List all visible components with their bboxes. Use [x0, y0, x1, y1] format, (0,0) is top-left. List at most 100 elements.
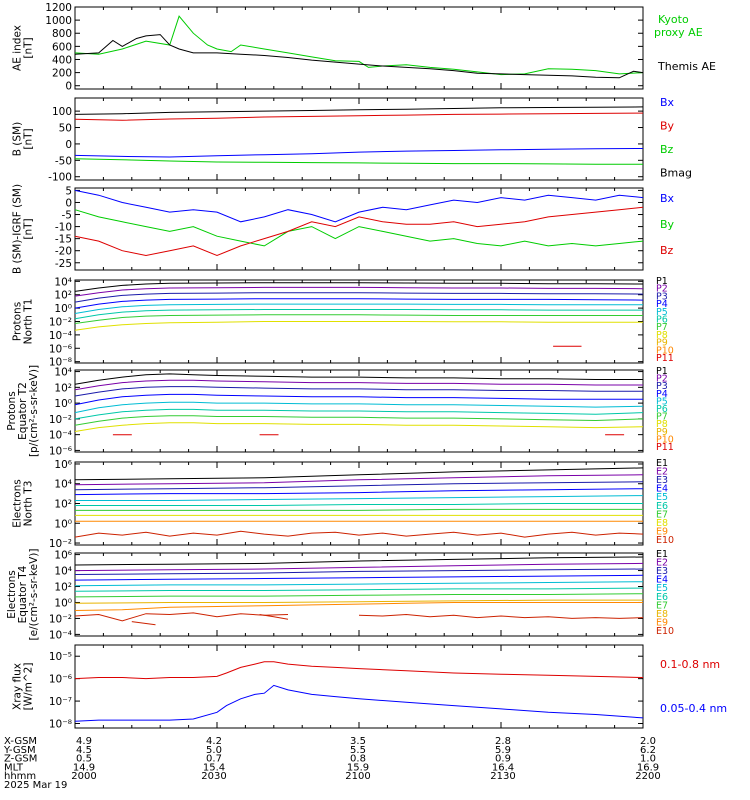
panel-pn	[74, 279, 644, 364]
series-line-e5	[74, 581, 644, 587]
y-axis-label: Protons	[12, 302, 24, 341]
footer-value: 1.0	[640, 754, 656, 765]
y-tick-label: 10⁻⁵	[49, 651, 72, 663]
y-axis-label: [p/(cm²-s-sr-keV)]	[28, 365, 40, 457]
series-line-p4	[74, 393, 643, 406]
legend-e4: E4	[656, 575, 668, 586]
y-tick-label: 10⁰	[54, 518, 72, 530]
legend-e1: E1	[656, 549, 668, 560]
y-axis-label: [W/m^2]	[23, 663, 35, 711]
panel-frame	[74, 6, 644, 90]
y-axis-label: [e/(cm²-s-sr-keV)]	[28, 549, 40, 641]
series-line-p3	[74, 386, 643, 397]
y-axis-label: [nT]	[23, 128, 35, 149]
legend-p10: P10	[656, 345, 674, 356]
series-line-e9	[74, 602, 643, 611]
series-line-by	[74, 112, 644, 121]
footer-value: 4.9	[76, 736, 92, 747]
footer-value: 2030	[201, 771, 226, 782]
legend-kyoto-line2: proxy AE	[654, 26, 703, 39]
y-tick-label: 10⁶	[54, 550, 72, 562]
y-tick-label: 50	[59, 123, 72, 135]
panel-ee	[74, 552, 644, 637]
y-tick-label: 400	[52, 54, 72, 66]
footer-row-label: Y-GSM	[3, 745, 36, 756]
footer-value: 4.5	[76, 745, 92, 756]
legend-p11: P11	[656, 353, 674, 364]
y-tick-label: 10⁴	[54, 276, 72, 288]
panel-dbsm	[74, 187, 644, 271]
y-tick-label: 10⁻⁴	[49, 629, 72, 641]
series-line-0-05-0-4-nm	[74, 684, 644, 722]
footer-value: 2100	[345, 771, 370, 782]
series-line-kyoto-proxy-ae	[74, 15, 644, 76]
panel-frame	[74, 644, 644, 729]
y-tick-label: 10⁰	[54, 597, 72, 609]
y-axis-label: B (SM)	[12, 122, 24, 156]
legend-e7: E7	[656, 600, 668, 611]
y-tick-label: 200	[52, 68, 72, 80]
y-tick-label: 600	[52, 41, 72, 53]
footer-value: 2130	[490, 771, 515, 782]
series-line-bz	[74, 206, 644, 257]
y-axis-label: North T1	[23, 299, 35, 345]
legend-p5: P5	[656, 307, 668, 318]
y-tick-label: 10⁻⁶	[49, 674, 72, 686]
series-line-e8	[74, 599, 643, 604]
y-axis-label: Equator T4	[17, 565, 29, 623]
y-tick-label: 10²	[54, 290, 72, 302]
legend-p7: P7	[656, 322, 668, 333]
footer-date: 2025 Mar 19	[4, 780, 67, 791]
legend-p9: P9	[656, 338, 668, 349]
series-line-e5	[75, 495, 644, 501]
y-tick-label: 800	[52, 28, 72, 40]
y-tick-label: 10⁻²	[49, 613, 72, 625]
y-tick-label: 10⁻⁸	[49, 357, 72, 369]
y-axis-label: Electrons	[12, 479, 24, 528]
series-line-e2	[74, 474, 644, 486]
footer-value: 2200	[635, 771, 660, 782]
legend-p6: P6	[656, 315, 668, 326]
series-line-e3	[74, 568, 644, 575]
y-axis-label: Electrons	[6, 570, 18, 619]
y-axis-label: AE index	[12, 25, 24, 71]
legend-p4: P4	[656, 389, 668, 400]
footer-value: 6.2	[640, 745, 656, 756]
footer-row-label: MLT	[4, 762, 24, 773]
y-tick-label: 10⁻⁴	[49, 330, 72, 342]
series-line-p4	[74, 298, 644, 309]
series-line-e6	[74, 587, 644, 592]
y-tick-label: -25	[55, 258, 72, 270]
series-line-themis-ae	[74, 34, 644, 79]
y-tick-label: 10⁻⁸	[49, 719, 72, 731]
y-tick-label: 10⁻⁴	[49, 430, 72, 442]
footer-value: 0.7	[206, 754, 222, 765]
footer-value: 5.0	[206, 745, 222, 756]
y-axis-label: North T3	[23, 481, 35, 527]
series-line-e10	[74, 612, 289, 622]
legend-xray-short: 0.05-0.4 nm	[660, 702, 727, 715]
series-line-p7	[74, 415, 644, 426]
footer-value: 2000	[71, 771, 96, 782]
y-tick-label: 1000	[45, 15, 72, 27]
y-tick-label: 10²	[54, 382, 72, 394]
y-tick-label: -20	[55, 246, 72, 258]
y-tick-label: 0	[65, 197, 72, 209]
legend-e4: E4	[656, 484, 668, 495]
y-tick-label: -15	[55, 234, 72, 246]
legend-e7: E7	[656, 509, 668, 520]
footer-value: 16.4	[492, 762, 514, 773]
series-line-p2	[74, 379, 643, 391]
y-tick-label: 10⁶	[54, 459, 72, 471]
panel-ae	[74, 6, 644, 90]
footer-value: 15.4	[203, 762, 225, 773]
legend-e5: E5	[656, 492, 668, 503]
legend-e10: E10	[656, 626, 674, 637]
panel-bsm	[74, 97, 644, 181]
series-line-e3	[74, 481, 644, 491]
legend-by: By	[660, 218, 675, 231]
series-line-p8	[74, 321, 643, 331]
y-tick-label: 10²	[54, 582, 72, 594]
series-line-e10c	[259, 614, 289, 620]
